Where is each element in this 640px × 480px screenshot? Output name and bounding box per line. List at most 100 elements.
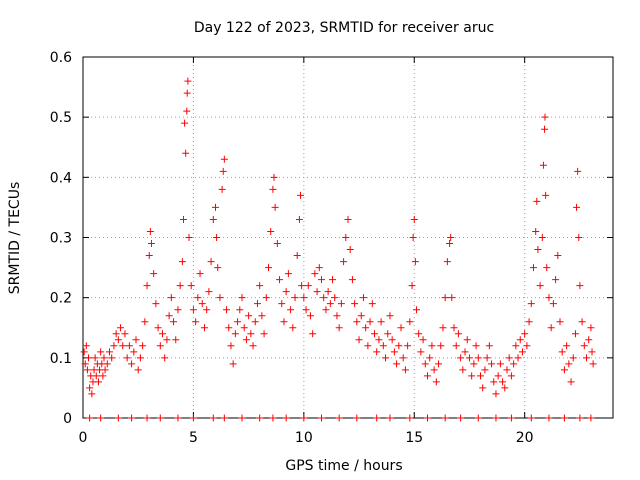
data-point <box>238 294 246 302</box>
data-point <box>527 414 535 422</box>
data-point <box>404 342 412 350</box>
data-point <box>585 336 593 344</box>
data-point <box>554 252 562 260</box>
data-point <box>219 167 227 175</box>
data-point <box>432 378 440 386</box>
data-point <box>311 270 319 278</box>
data-point <box>287 306 295 314</box>
data-point <box>240 324 248 332</box>
data-point <box>306 312 314 320</box>
data-point <box>457 414 465 422</box>
data-point <box>397 324 405 332</box>
data-point <box>256 282 264 290</box>
data-point <box>512 342 520 350</box>
data-point <box>154 324 162 332</box>
data-point <box>340 258 348 266</box>
x-axis-label: GPS time / hours <box>285 458 402 474</box>
data-point <box>355 336 363 344</box>
data-point <box>523 342 531 350</box>
data-point <box>187 282 195 290</box>
data-point <box>200 324 208 332</box>
data-point <box>192 318 200 326</box>
data-point <box>587 414 595 422</box>
data-point <box>351 300 359 308</box>
data-point <box>322 306 330 314</box>
data-point <box>94 378 102 386</box>
data-point <box>386 312 394 320</box>
data-point <box>507 414 515 422</box>
chart-title: Day 122 of 2023, SRMTID for receiver aru… <box>194 20 494 36</box>
data-point <box>318 276 325 284</box>
data-point <box>371 330 378 338</box>
data-point <box>545 414 553 422</box>
data-point <box>309 330 317 338</box>
data-point <box>448 294 456 302</box>
x-tick-label: 20 <box>516 430 534 446</box>
data-point <box>258 312 266 320</box>
data-point <box>479 384 487 392</box>
data-point <box>373 414 381 422</box>
y-tick-label: 0.3 <box>50 231 72 247</box>
data-point <box>560 366 568 374</box>
data-point <box>441 414 449 422</box>
data-point <box>128 360 136 368</box>
data-point <box>207 258 215 266</box>
data-point <box>576 414 584 422</box>
data-point <box>430 366 438 374</box>
data-point <box>426 354 434 362</box>
data-point <box>100 354 108 362</box>
data-point <box>251 318 259 326</box>
data-point <box>161 354 169 362</box>
data-point <box>514 354 522 362</box>
data-point <box>291 294 299 302</box>
data-point <box>578 318 586 326</box>
data-point <box>320 294 328 302</box>
data-point <box>83 366 91 374</box>
data-point <box>474 354 482 362</box>
data-point <box>282 414 290 422</box>
data-point <box>483 354 491 362</box>
data-point <box>329 276 337 284</box>
data-point <box>114 336 122 344</box>
data-point <box>260 330 268 338</box>
data-point <box>280 318 288 326</box>
data-point <box>587 324 595 332</box>
data-point <box>575 234 583 241</box>
data-point <box>172 336 180 344</box>
data-point <box>533 197 541 205</box>
data-point <box>156 414 164 422</box>
data-point <box>143 282 151 290</box>
data-point <box>366 318 374 326</box>
data-point <box>543 264 551 272</box>
data-point <box>477 372 484 380</box>
data-point <box>472 342 480 350</box>
data-point <box>183 89 191 97</box>
data-point <box>110 342 118 350</box>
y-tick-label: 0.5 <box>50 110 72 126</box>
data-point <box>452 342 460 350</box>
data-point <box>91 354 99 362</box>
data-point <box>106 348 113 356</box>
data-point <box>198 300 206 308</box>
data-point <box>256 414 264 422</box>
data-point <box>270 173 278 181</box>
data-point <box>419 336 427 344</box>
data-point <box>437 342 445 350</box>
data-point <box>417 348 425 356</box>
data-point <box>375 336 383 344</box>
data-point <box>253 300 261 308</box>
data-point <box>573 203 581 211</box>
data-point <box>86 384 94 392</box>
data-point <box>547 324 555 332</box>
data-point <box>379 342 387 350</box>
data-point <box>552 276 560 284</box>
data-point <box>362 324 370 332</box>
data-point <box>563 342 571 350</box>
data-point <box>410 215 418 223</box>
data-point <box>541 125 549 133</box>
data-point <box>454 330 462 338</box>
data-point <box>152 300 160 308</box>
data-point <box>424 414 431 422</box>
data-point <box>276 276 284 284</box>
data-point <box>333 312 341 320</box>
